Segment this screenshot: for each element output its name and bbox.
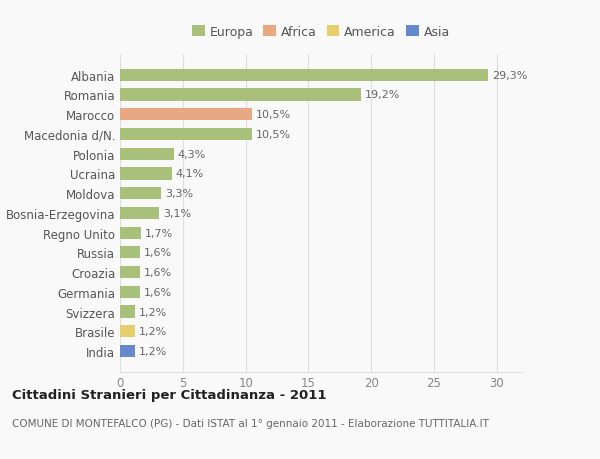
Text: COMUNE DI MONTEFALCO (PG) - Dati ISTAT al 1° gennaio 2011 - Elaborazione TUTTITA: COMUNE DI MONTEFALCO (PG) - Dati ISTAT a… [12, 418, 489, 428]
Bar [120, 207, 159, 219]
Bar [120, 345, 135, 358]
Text: Cittadini Stranieri per Cittadinanza - 2011: Cittadini Stranieri per Cittadinanza - 2… [12, 388, 326, 401]
Text: 10,5%: 10,5% [256, 130, 291, 140]
Bar [120, 129, 252, 141]
Text: 3,1%: 3,1% [163, 208, 191, 218]
Text: 1,6%: 1,6% [144, 287, 172, 297]
Text: 10,5%: 10,5% [256, 110, 291, 120]
Text: 1,2%: 1,2% [139, 346, 167, 356]
Text: 1,6%: 1,6% [144, 268, 172, 278]
Bar [120, 325, 135, 338]
Text: 3,3%: 3,3% [165, 189, 193, 199]
Bar [120, 306, 135, 318]
Bar [120, 247, 140, 259]
Bar [120, 266, 140, 279]
Bar [120, 109, 252, 121]
Legend: Europa, Africa, America, Asia: Europa, Africa, America, Asia [190, 23, 452, 41]
Bar [120, 69, 488, 82]
Bar [120, 168, 172, 180]
Text: 19,2%: 19,2% [365, 90, 400, 100]
Text: 1,7%: 1,7% [145, 228, 173, 238]
Bar [120, 227, 142, 239]
Text: 4,3%: 4,3% [178, 149, 206, 159]
Text: 1,2%: 1,2% [139, 327, 167, 336]
Text: 1,6%: 1,6% [144, 248, 172, 258]
Text: 4,1%: 4,1% [175, 169, 203, 179]
Bar [120, 89, 361, 101]
Bar [120, 286, 140, 298]
Bar [120, 148, 174, 161]
Text: 29,3%: 29,3% [492, 71, 527, 81]
Text: 1,2%: 1,2% [139, 307, 167, 317]
Bar [120, 188, 161, 200]
